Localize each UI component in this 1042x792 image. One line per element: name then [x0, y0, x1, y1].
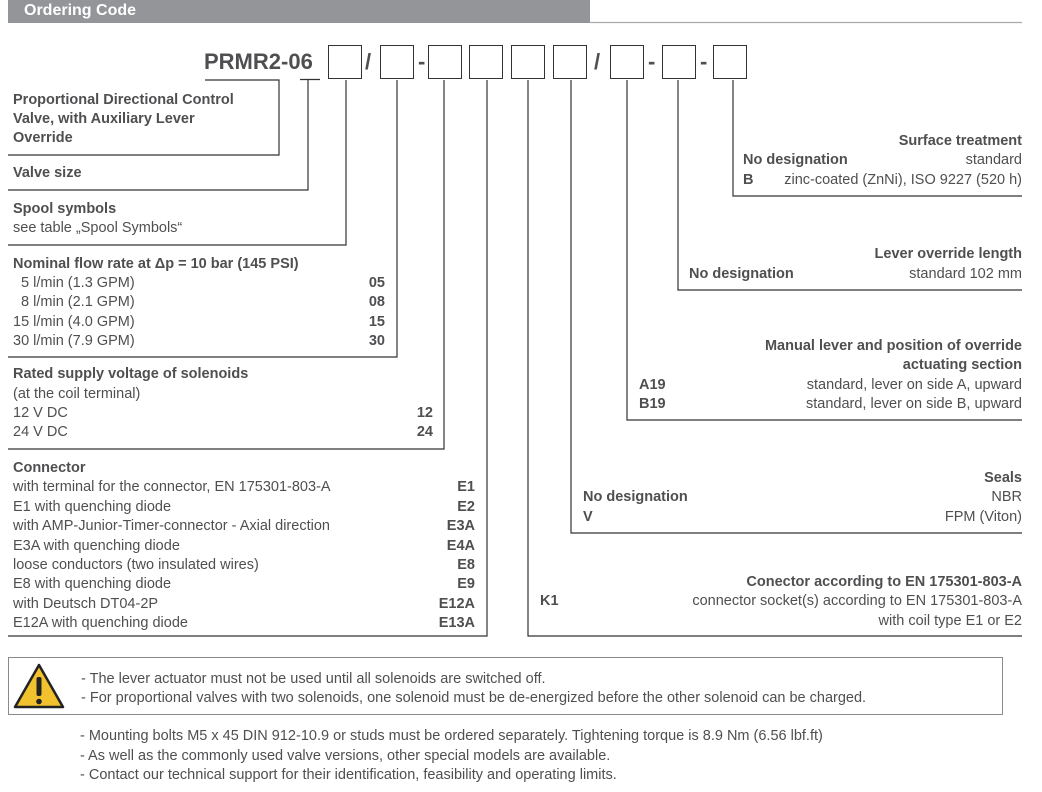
connector-title: Connector: [13, 460, 86, 476]
socket-label: with coil type E1 or E2: [878, 613, 1022, 629]
leader-spool: [8, 80, 347, 246]
note-line: - As well as the commonly used valve ver…: [80, 748, 611, 764]
connector-code: E1: [457, 479, 475, 495]
connector-code: E3A: [446, 518, 475, 534]
connector-label: with Deutsch DT04-2P: [13, 595, 159, 612]
length-title: Lever override length: [874, 246, 1022, 262]
flow-title: Nominal flow rate at Δp = 10 bar (145 PS…: [13, 256, 299, 272]
connector-code: E13A: [438, 615, 475, 631]
socket-code: K1: [540, 593, 559, 609]
size-title: Valve size: [13, 165, 82, 181]
surface-label: zinc-coated (ZnNi), ISO 9227 (520 h): [784, 172, 1022, 188]
flow-code: 08: [368, 294, 385, 310]
connector-code: E8: [457, 557, 475, 573]
flow-code: 30: [368, 333, 385, 349]
connector-code: E9: [457, 576, 475, 592]
note-line: - Contact our technical support for thei…: [80, 767, 617, 783]
code-box-surface: [713, 45, 747, 79]
code-box-voltage: [428, 45, 462, 79]
code-box-lever: [610, 45, 644, 79]
surface-title: Surface treatment: [898, 133, 1022, 149]
seals-label: NBR: [991, 489, 1022, 505]
lever-title: actuating section: [902, 357, 1022, 373]
code-separator: -: [418, 49, 426, 74]
type-title: Valve, with Auxiliary Lever: [13, 111, 195, 127]
lever-code: A19: [639, 377, 666, 393]
warning-line: - For proportional valves with two solen…: [81, 690, 867, 706]
connector-label: E1 with quenching diode: [13, 498, 172, 515]
leader-flow: [8, 80, 398, 358]
seals-code: No designation: [583, 489, 688, 505]
lever-code: B19: [639, 396, 666, 412]
code-separator: /: [594, 49, 601, 74]
voltage-title: Rated supply voltage of solenoids: [13, 366, 249, 382]
voltage-label: 12 V DC: [13, 405, 68, 421]
code-prefix: PRMR2-06: [204, 49, 313, 74]
length-label: standard 102 mm: [909, 266, 1022, 282]
connector-label: with terminal for the connector, EN 1753…: [13, 479, 331, 495]
connector-label: loose conductors (two insulated wires): [13, 557, 259, 573]
connector-label: E12A with quenching diode: [13, 615, 188, 631]
voltage-label: 24 V DC: [13, 424, 68, 440]
code-box-connector: [469, 45, 503, 79]
lever-label: standard, lever on side B, upward: [805, 396, 1022, 412]
connector-code: E4A: [446, 537, 475, 554]
seals-title: Seals: [984, 470, 1022, 486]
code-box-seals: [553, 45, 587, 79]
code-box-length: [662, 45, 696, 79]
code-box-flow: [380, 45, 414, 79]
voltage-desc: (at the coil terminal): [13, 386, 141, 402]
socket-title: Conector according to EN 175301-803-A: [746, 574, 1022, 590]
seals-label: FPM (Viton): [944, 509, 1022, 525]
warning-line: - The lever actuator must not be used un…: [81, 671, 546, 687]
connector-label: E3A with quenching diode: [13, 537, 180, 554]
type-title: Override: [13, 130, 73, 146]
connector-label: E8 with quenching diode: [13, 576, 172, 592]
flow-code: 15: [368, 314, 385, 330]
leader-socket: [527, 80, 1022, 637]
flow-code: 05: [368, 275, 385, 291]
voltage-code: 12: [416, 405, 433, 421]
type-title: Proportional Directional Control: [13, 92, 234, 108]
leader-connector: [8, 80, 488, 637]
leader-lever: [626, 80, 1022, 421]
connector-label: with AMP-Junior-Timer-connector - Axial …: [13, 518, 330, 534]
code-separator: -: [648, 49, 656, 74]
spool-desc: see table „Spool Symbols“: [13, 220, 183, 236]
length-code: No designation: [689, 266, 794, 282]
leader-type: [8, 79, 280, 156]
section-header: Ordering Code: [8, 0, 590, 23]
flow-label: 30 l/min (7.9 GPM): [13, 333, 135, 349]
leader-length: [677, 80, 1022, 291]
leader-voltage: [8, 80, 445, 450]
warning-box: - The lever actuator must not be used un…: [8, 657, 1003, 715]
surface-code: B: [743, 172, 754, 188]
code-box-socket: [511, 45, 545, 79]
flow-label: 15 l/min (4.0 GPM): [13, 314, 135, 330]
code-separator: /: [365, 49, 372, 74]
lever-label: standard, lever on side A, upward: [806, 377, 1022, 393]
note-line: - Mounting bolts M5 x 45 DIN 912-10.9 or…: [80, 728, 823, 744]
voltage-code: 24: [416, 424, 433, 440]
flow-label: 8 l/min (2.1 GPM): [13, 294, 135, 310]
lever-title: Manual lever and position of override: [764, 338, 1022, 354]
spool-title: Spool symbols: [13, 201, 117, 217]
connector-code: E12A: [438, 595, 475, 612]
surface-code: No designation: [743, 152, 848, 168]
warning-triangle-icon: [13, 663, 65, 709]
leader-surface: [732, 80, 1022, 197]
socket-label: connector socket(s) according to EN 1753…: [692, 593, 1022, 609]
connector-code: E2: [457, 498, 475, 515]
leader-seals: [570, 80, 1022, 534]
code-separator: -: [700, 49, 708, 74]
section-title: Ordering Code: [24, 2, 137, 19]
leader-size: [8, 80, 309, 191]
code-box-spool: [328, 45, 362, 79]
flow-label: 5 l/min (1.3 GPM): [13, 275, 135, 291]
surface-label: standard: [965, 152, 1022, 168]
seals-code: V: [583, 509, 593, 525]
